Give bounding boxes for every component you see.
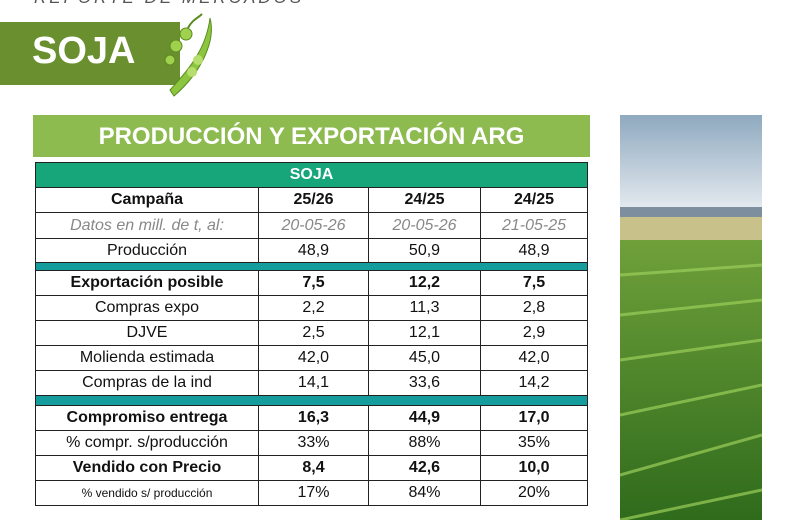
- cell: 33%: [258, 430, 369, 456]
- cell: 8,4: [258, 455, 369, 481]
- data-row: DJVE 2,5 12,1 2,9: [35, 320, 589, 346]
- separator: [34, 395, 589, 406]
- cell: 2,5: [258, 320, 369, 346]
- cell: 21-05-25: [479, 212, 589, 239]
- field-photo: [620, 115, 762, 520]
- cell: 33,6: [368, 370, 481, 396]
- cell: 14,1: [258, 370, 369, 396]
- cell: 17%: [258, 480, 369, 506]
- data-row: % compr. s/producción 33% 88% 35%: [35, 430, 589, 456]
- caption-row: SOJA: [34, 162, 589, 188]
- separator-bar: [34, 262, 589, 271]
- cell: 24/25: [368, 187, 481, 213]
- cell: 12,1: [368, 320, 481, 346]
- cell: Datos en mill. de t, al:: [35, 212, 259, 239]
- cell: % compr. s/producción: [35, 430, 259, 456]
- cell: 7,5: [258, 270, 369, 296]
- pea-icon: [164, 13, 212, 97]
- data-row: Molienda estimada 42,0 45,0 42,0: [35, 345, 589, 371]
- cell: 48,9: [258, 238, 369, 263]
- data-table: SOJA Campaña 25/26 24/25 24/25 Datos en mill.…: [34, 162, 589, 506]
- cell: 50,9: [368, 238, 481, 263]
- report-label: REPORTE DE MERCADOS: [34, 0, 304, 8]
- cell: 42,0: [479, 345, 589, 371]
- cell: Molienda estimada: [35, 345, 259, 371]
- cell: 17,0: [479, 405, 589, 431]
- cell: Compromiso entrega: [35, 405, 259, 431]
- data-row: Compromiso entrega 16,3 44,9 17,0: [35, 405, 589, 431]
- cell: Producción: [35, 238, 259, 263]
- cell: 20-05-26: [368, 212, 481, 239]
- cell: 44,9: [368, 405, 481, 431]
- cell: 16,3: [258, 405, 369, 431]
- cell: 11,3: [368, 295, 481, 321]
- cell: Campaña: [35, 187, 259, 213]
- cell: DJVE: [35, 320, 259, 346]
- data-row: Vendido con Precio 8,4 42,6 10,0: [35, 455, 589, 481]
- page-title: SOJA: [32, 30, 136, 72]
- cell: 35%: [479, 430, 589, 456]
- cell: 10,0: [479, 455, 589, 481]
- cell: Vendido con Precio: [35, 455, 259, 481]
- cell: 25/26: [258, 187, 369, 213]
- title-banner: SOJA: [0, 22, 180, 85]
- data-row: Producción 48,9 50,9 48,9: [35, 238, 589, 263]
- cell: 42,0: [258, 345, 369, 371]
- cell: 45,0: [368, 345, 481, 371]
- data-row: Compras expo 2,2 11,3 2,8: [35, 295, 589, 321]
- data-row: % vendido s/ producción 17% 84% 20%: [35, 480, 589, 506]
- dates-row: Datos en mill. de t, al: 20-05-26 20-05-26…: [35, 212, 589, 239]
- cell: 88%: [368, 430, 481, 456]
- table-caption: SOJA: [34, 162, 589, 188]
- section-title: PRODUCCIÓN Y EXPORTACIÓN ARG: [33, 115, 590, 157]
- cell: 42,6: [368, 455, 481, 481]
- cell: Compras de la ind: [35, 370, 259, 396]
- cell: Exportación posible: [35, 270, 259, 296]
- data-row: Compras de la ind 14,1 33,6 14,2: [35, 370, 589, 396]
- cell: 14,2: [479, 370, 589, 396]
- cell: 24/25: [479, 187, 589, 213]
- data-row: Exportación posible 7,5 12,2 7,5: [35, 270, 589, 296]
- cell: Compras expo: [35, 295, 259, 321]
- cell: 20-05-26: [258, 212, 369, 239]
- cell: 20%: [479, 480, 589, 506]
- separator: [34, 262, 589, 271]
- cell: 2,9: [479, 320, 589, 346]
- cell: 48,9: [479, 238, 589, 263]
- cell: 2,8: [479, 295, 589, 321]
- cell: 12,2: [368, 270, 481, 296]
- cell: 2,2: [258, 295, 369, 321]
- header-row: Campaña 25/26 24/25 24/25: [35, 187, 589, 213]
- cell: 7,5: [479, 270, 589, 296]
- cell: % vendido s/ producción: [35, 480, 259, 506]
- cell: 84%: [368, 480, 481, 506]
- separator-bar: [34, 395, 589, 406]
